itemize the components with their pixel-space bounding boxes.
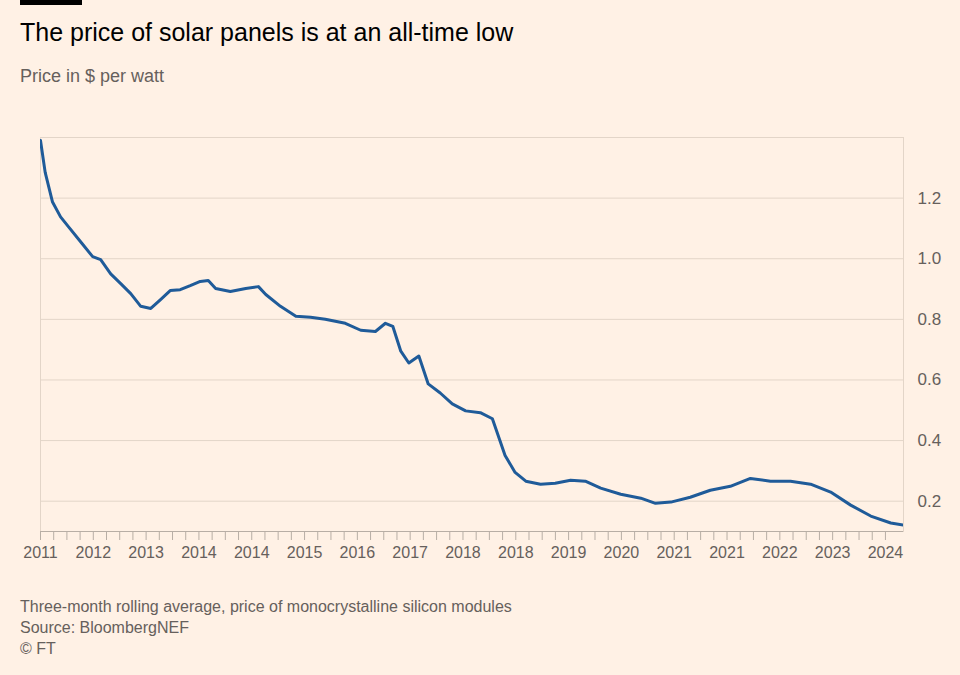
- svg-text:0.4: 0.4: [918, 431, 942, 450]
- svg-text:2011: 2011: [23, 544, 58, 561]
- html-text:Price in $ per watt: Price in $ per watt: [20, 66, 165, 86]
- svg-text:2021: 2021: [709, 544, 745, 561]
- svg-text:2021: 2021: [656, 544, 692, 561]
- html-text:Source: BloombergNEF: Source: BloombergNEF: [20, 619, 189, 636]
- svg-text:2013: 2013: [128, 544, 164, 561]
- svg-text:2017: 2017: [392, 544, 428, 561]
- svg-text:2012: 2012: [76, 544, 112, 561]
- svg-text:2020: 2020: [604, 544, 640, 561]
- svg-text:2018: 2018: [445, 544, 481, 561]
- svg-text:2018: 2018: [498, 544, 534, 561]
- html-text:The price of solar panels is a: The price of solar panels is at an all-t…: [20, 18, 514, 46]
- svg-text:0.2: 0.2: [918, 492, 942, 511]
- svg-text:1.0: 1.0: [918, 249, 942, 268]
- svg-text:0.6: 0.6: [918, 370, 942, 389]
- svg-text:2023: 2023: [815, 544, 851, 561]
- svg-text:2014: 2014: [234, 544, 270, 561]
- svg-text:0.8: 0.8: [918, 310, 942, 329]
- svg-text:2016: 2016: [340, 544, 376, 561]
- svg-text:2014: 2014: [181, 544, 217, 561]
- html-text:Three-month rolling average, p: Three-month rolling average, price of mo…: [20, 598, 512, 615]
- svg-text:2024: 2024: [868, 544, 904, 561]
- html-text:© FT: © FT: [20, 640, 56, 657]
- svg-text:2022: 2022: [762, 544, 798, 561]
- svg-text:2019: 2019: [551, 544, 587, 561]
- svg-text:1.2: 1.2: [918, 189, 942, 208]
- svg-text:2015: 2015: [287, 544, 323, 561]
